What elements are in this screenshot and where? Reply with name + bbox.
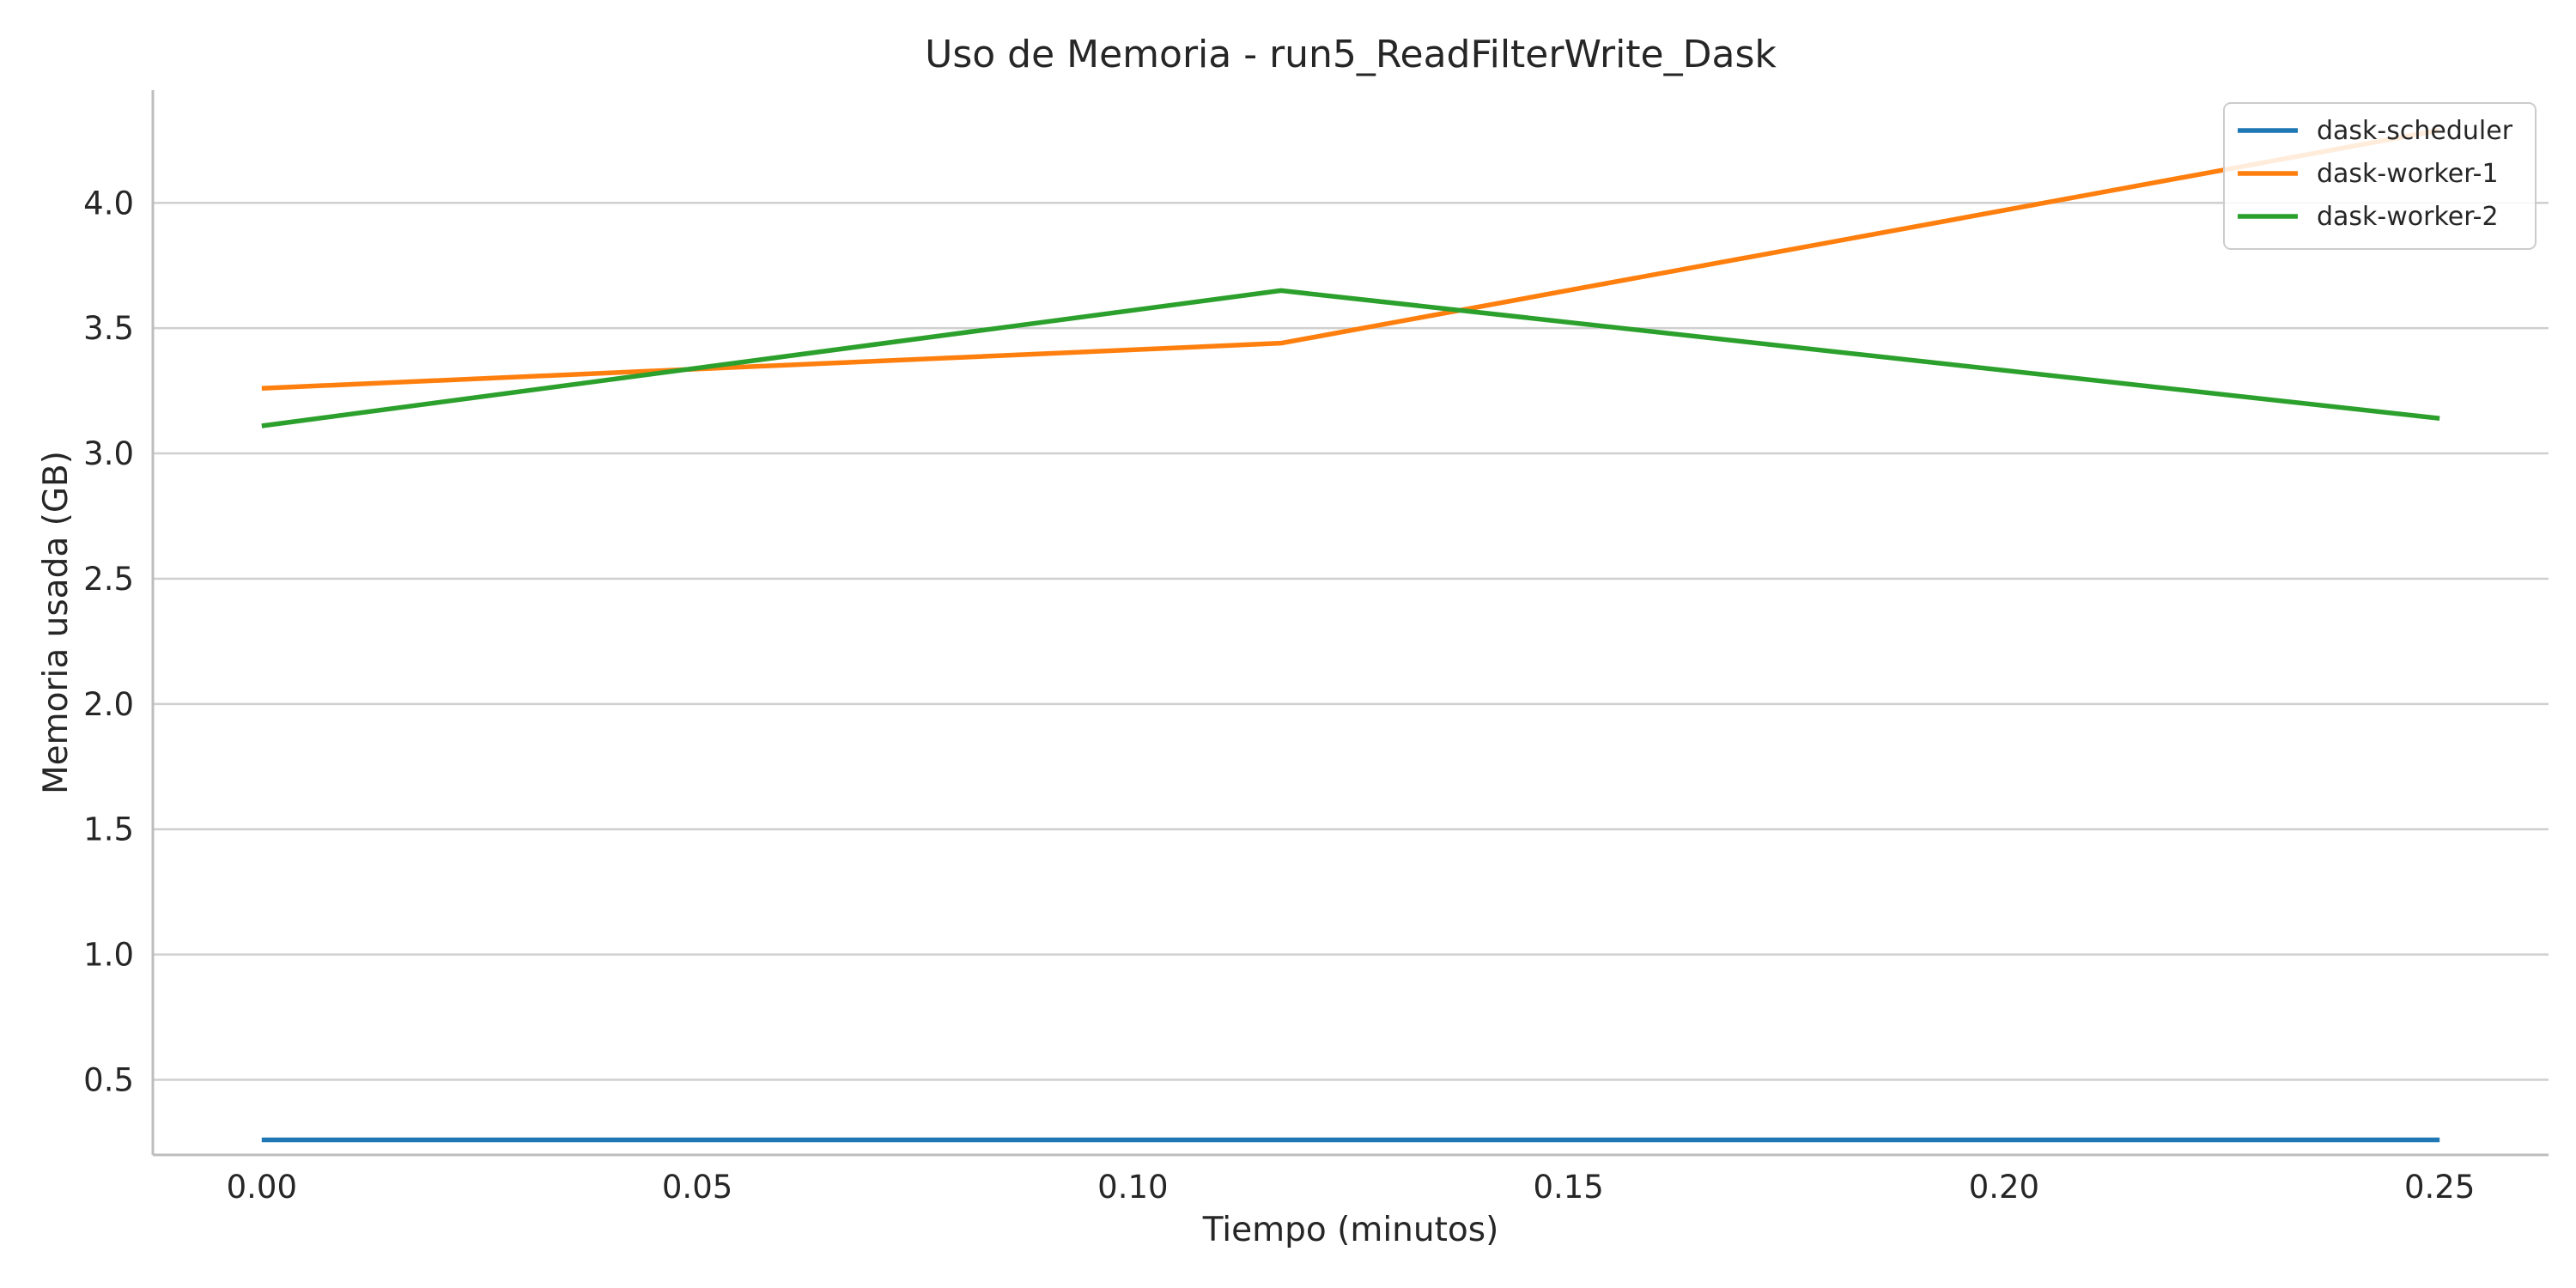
legend-label: dask-worker-2 bbox=[2317, 202, 2499, 232]
legend-item: dask-worker-2 bbox=[2238, 202, 2499, 232]
legend: dask-scheduler dask-worker-1 dask-worker-2 bbox=[2223, 102, 2537, 250]
y-tick-label: 0.5 bbox=[83, 1061, 134, 1098]
x-tick-label: 0.20 bbox=[1969, 1169, 2039, 1206]
y-tick-label: 3.0 bbox=[83, 435, 134, 472]
y-tick-label: 4.0 bbox=[83, 185, 134, 222]
axes bbox=[151, 90, 2549, 1157]
y-axis-label: Memoria usada (GB) bbox=[37, 451, 76, 794]
legend-item: dask-worker-1 bbox=[2238, 159, 2499, 189]
y-tick-label: 1.5 bbox=[83, 811, 134, 848]
x-tick-label: 0.15 bbox=[1533, 1169, 1603, 1206]
chart-title: Uso de Memoria - run5_ReadFilterWrite_Da… bbox=[925, 33, 1777, 76]
series-lines bbox=[261, 127, 2440, 1143]
gridlines bbox=[153, 202, 2549, 1081]
y-tick-label: 2.5 bbox=[83, 561, 134, 598]
x-tick-label: 0.10 bbox=[1097, 1169, 1168, 1206]
series-line-dask-worker-2 bbox=[261, 288, 2440, 428]
x-tick-label: 0.25 bbox=[2404, 1169, 2475, 1206]
series-line-dask-worker-1 bbox=[261, 127, 2440, 391]
legend-label: dask-worker-1 bbox=[2317, 159, 2499, 189]
y-tick-label: 3.5 bbox=[83, 310, 134, 347]
y-tick-label: 2.0 bbox=[83, 686, 134, 723]
legend-label: dask-scheduler bbox=[2317, 116, 2513, 146]
x-tick-labels: 0.00 0.05 0.10 0.15 0.20 0.25 bbox=[227, 1169, 2476, 1206]
x-axis-label: Tiempo (minutos) bbox=[1202, 1211, 1499, 1249]
legend-item: dask-scheduler bbox=[2238, 116, 2513, 146]
y-tick-label: 1.0 bbox=[83, 937, 134, 974]
legend-box bbox=[2223, 102, 2537, 250]
x-tick-label: 0.00 bbox=[227, 1169, 297, 1206]
legend-items: dask-scheduler dask-worker-1 dask-worker-2 bbox=[2238, 116, 2513, 232]
y-tick-labels: 0.5 1.0 1.5 2.0 2.5 3.0 3.5 4.0 bbox=[83, 185, 134, 1098]
x-tick-label: 0.05 bbox=[662, 1169, 732, 1206]
